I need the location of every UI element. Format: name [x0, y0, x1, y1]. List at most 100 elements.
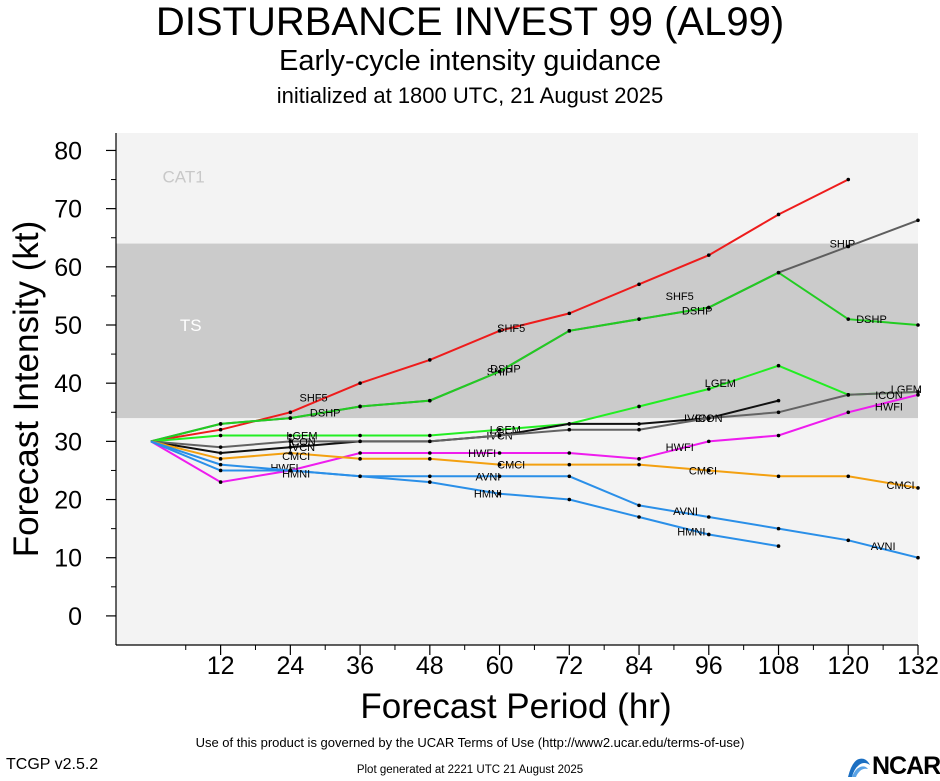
y-tick-label: 80: [54, 137, 82, 165]
data-point-dshp: [358, 404, 362, 409]
data-point-shf5: [358, 381, 362, 385]
data-point-cmci: [916, 486, 920, 490]
data-point-ship: [916, 218, 920, 223]
series-label-hmni: HMNI: [282, 468, 310, 480]
data-point-hmni: [776, 544, 781, 548]
data-point-ivcn: [776, 398, 781, 403]
series-label-avni: AVNI: [673, 506, 698, 518]
data-point-lgem: [637, 404, 641, 409]
y-tick-label: 50: [54, 312, 82, 340]
data-point-dshp: [567, 329, 572, 333]
series-label-dshp: DSHP: [310, 407, 341, 419]
data-point-avni: [637, 503, 641, 508]
data-point-cmci: [846, 474, 851, 479]
data-point-shf5: [428, 358, 432, 362]
series-label-avni: AVNI: [871, 541, 896, 553]
band-ts: [116, 243, 918, 419]
series-line-dshp: [150, 271, 919, 443]
data-point-shf5: [846, 177, 851, 182]
series-label-hwfi: HWFI: [875, 401, 903, 413]
band-label-ts: TS: [180, 316, 202, 335]
terms-of-use-notice: Use of this product is governed by the U…: [195, 735, 745, 750]
x-tick-label: 108: [758, 652, 800, 680]
data-point-hwfi: [846, 410, 851, 415]
x-tick-label: 24: [276, 652, 304, 680]
data-point-cmci: [567, 462, 572, 467]
data-point-cmci: [706, 468, 711, 473]
data-point-shf5: [497, 329, 502, 333]
ncar-logo-text: NCAR: [872, 752, 940, 780]
generated-timestamp: Plot generated at 2221 UTC 21 August 202…: [356, 764, 584, 776]
data-point-shf5: [288, 410, 293, 415]
y-tick-label: 20: [54, 487, 82, 515]
data-point-shf5: [567, 311, 572, 316]
data-point-cmci: [288, 451, 293, 455]
series-line-icon: [150, 390, 919, 449]
y-tick-label: 40: [54, 370, 82, 398]
data-point-hmni: [637, 515, 641, 519]
series-label-avni: AVNI: [476, 471, 501, 483]
data-point-hwfi: [706, 439, 711, 444]
series-label-hwfi: HWFI: [468, 448, 496, 460]
data-point-dshp: [288, 416, 293, 420]
y-tick-label: 0: [68, 603, 82, 631]
data-point-lgem: [218, 433, 223, 438]
x-tick-label: 36: [346, 652, 374, 680]
data-point-hwfi: [497, 451, 502, 455]
series-label-ship: SHIP: [830, 239, 856, 251]
data-point-shf5: [706, 253, 711, 257]
chart-subtitle: Early-cycle intensity guidance: [278, 45, 661, 77]
data-point-cmci: [637, 462, 641, 467]
data-point-lgem: [706, 387, 711, 391]
data-point-avni: [428, 474, 432, 479]
data-point-icon: [358, 439, 362, 444]
series-label-cmci: CMCI: [887, 480, 915, 492]
y-tick-label: 70: [54, 196, 82, 224]
series-label-cmci: CMCI: [689, 465, 717, 477]
x-tick-label: 132: [897, 652, 939, 680]
band-cat1: [116, 133, 918, 244]
data-point-hmni: [218, 462, 223, 467]
data-point-icon: [637, 427, 641, 432]
data-point-icon: [916, 390, 920, 394]
data-point-cmci: [218, 457, 223, 461]
data-point-icon: [428, 439, 432, 444]
data-point-hwfi: [218, 480, 223, 484]
data-point-hmni: [706, 532, 711, 537]
data-point-dshp: [497, 369, 502, 374]
data-point-cmci: [497, 462, 502, 467]
series-label-shf5: SHF5: [497, 323, 525, 335]
series-label-hmni: HMNI: [474, 489, 502, 501]
data-point-lgem: [776, 363, 781, 368]
band-label-cat1: CAT1: [162, 167, 204, 186]
data-point-icon: [846, 393, 851, 397]
data-point-icon: [497, 433, 502, 438]
data-point-avni: [776, 526, 781, 531]
data-point-ship: [846, 244, 851, 249]
x-tick-label: 120: [827, 652, 869, 680]
data-point-avni: [567, 474, 572, 479]
data-point-hwfi: [428, 451, 432, 455]
ncar-logo: NCAR: [846, 752, 940, 781]
data-point-hwfi: [567, 451, 572, 455]
data-point-icon: [706, 416, 711, 420]
data-point-hwfi: [916, 393, 920, 397]
data-point-lgem: [358, 433, 362, 438]
series-label-cmci: CMCI: [497, 460, 525, 472]
data-point-avni: [846, 538, 851, 543]
data-point-dshp: [428, 398, 432, 403]
series-line-lgem: [150, 364, 919, 443]
series-label-shf5: SHF5: [666, 291, 694, 303]
series-label-dshp: DSHP: [490, 364, 521, 376]
data-point-avni: [497, 474, 502, 479]
series-label-icon: ICON: [695, 413, 723, 425]
chart-title: DISTURBANCE INVEST 99 (AL99): [155, 0, 785, 44]
y-tick-label: 10: [54, 545, 82, 573]
y-axis-title: Forecast Intensity (kt): [7, 221, 46, 557]
data-point-ivcn: [288, 445, 293, 449]
data-point-hmni: [567, 497, 572, 502]
series-line-hmni: [150, 440, 779, 548]
version-label: TCGP v2.5.2: [6, 756, 99, 773]
series-label-lgem: LGEM: [286, 431, 317, 443]
